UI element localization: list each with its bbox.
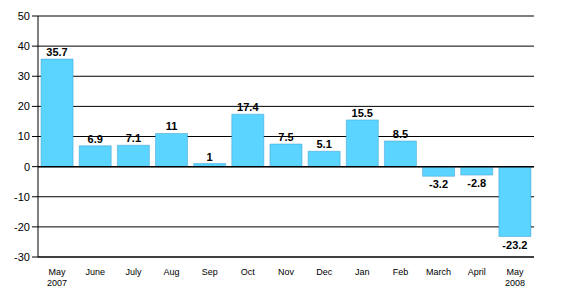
svg-text:11: 11 xyxy=(166,120,178,132)
svg-text:May2008: May2008 xyxy=(505,267,525,287)
svg-text:Jan: Jan xyxy=(355,267,370,277)
svg-text:8.5: 8.5 xyxy=(393,128,408,140)
svg-text:7.5: 7.5 xyxy=(278,131,293,143)
svg-text:Sep: Sep xyxy=(202,267,218,277)
svg-text:0: 0 xyxy=(24,161,30,173)
svg-text:30: 30 xyxy=(18,70,30,82)
svg-text:June: June xyxy=(85,267,105,277)
svg-text:Nov: Nov xyxy=(278,267,295,277)
svg-text:April: April xyxy=(468,267,486,277)
svg-text:50: 50 xyxy=(18,10,30,22)
svg-text:10: 10 xyxy=(18,130,30,142)
svg-text:5.1: 5.1 xyxy=(316,138,331,150)
svg-text:-10: -10 xyxy=(14,191,30,203)
svg-text:-30: -30 xyxy=(14,251,30,263)
svg-text:17.4: 17.4 xyxy=(237,101,259,113)
svg-text:-2.8: -2.8 xyxy=(467,177,486,189)
svg-text:Aug: Aug xyxy=(164,267,180,277)
svg-text:20: 20 xyxy=(18,100,30,112)
svg-text:Oct: Oct xyxy=(241,267,256,277)
svg-text:1: 1 xyxy=(207,151,213,163)
svg-text:7.1: 7.1 xyxy=(126,132,141,144)
svg-text:-20: -20 xyxy=(14,221,30,233)
svg-text:35.7: 35.7 xyxy=(46,46,67,58)
svg-text:March: March xyxy=(426,267,451,277)
svg-text:6.9: 6.9 xyxy=(88,133,103,145)
svg-text:15.5: 15.5 xyxy=(352,107,373,119)
svg-text:May2007: May2007 xyxy=(47,267,67,287)
svg-text:-3.2: -3.2 xyxy=(429,178,448,190)
svg-text:Dec: Dec xyxy=(316,267,333,277)
svg-text:40: 40 xyxy=(18,40,30,52)
svg-text:-23.2: -23.2 xyxy=(502,239,527,251)
svg-text:Feb: Feb xyxy=(393,267,409,277)
svg-text:July: July xyxy=(125,267,142,277)
